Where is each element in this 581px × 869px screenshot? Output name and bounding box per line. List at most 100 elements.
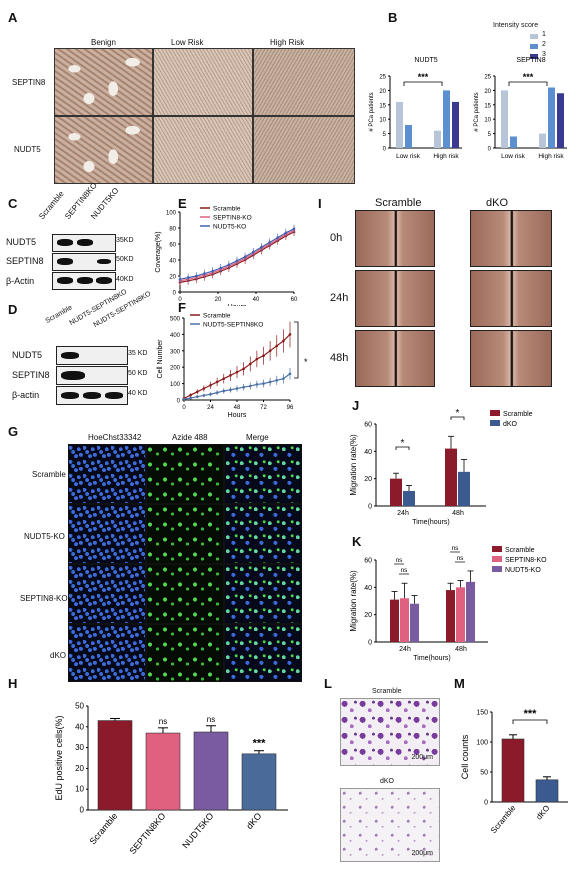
f-point <box>262 382 265 385</box>
row-g-nudt5ko: NUDT5-KO <box>24 532 65 541</box>
e-ytick-label: 40 <box>169 259 176 265</box>
e-ytick-label: 80 <box>169 227 176 233</box>
marker-d-1: 35 KD <box>128 350 148 357</box>
f-legend-label: NUDT5-SEPTIN8KO <box>203 322 263 329</box>
b1-bar <box>539 133 546 148</box>
e-point <box>235 259 239 263</box>
b1-sig-bracket <box>508 81 548 86</box>
k-ytick-label: 0 <box>368 640 372 647</box>
b0-bar <box>443 90 450 148</box>
band <box>105 392 123 399</box>
j-ytick-label: 20 <box>364 476 372 483</box>
f-point <box>189 396 192 400</box>
m-ylabel: Cell counts <box>460 734 470 779</box>
h-sig: ns <box>159 717 167 726</box>
e-legend-label: SEPTIN8-KO <box>213 215 252 222</box>
band <box>61 371 85 380</box>
row-g-septin8ko: SEPTIN8-KO <box>20 594 68 603</box>
h-bar <box>241 753 277 811</box>
j-sig: * <box>456 408 460 419</box>
row-d-actin: β-actin <box>12 390 40 400</box>
row-d-septin8: SEPTIN8 <box>12 370 50 380</box>
chart-b: NUDT5 0 5 10 15 20 25 # PCa patients Low risk Hig… <box>369 57 567 160</box>
k-ytick-label: 40 <box>364 585 372 592</box>
k-sig: ns <box>396 557 404 564</box>
e-xtick-label: 0 <box>178 297 182 303</box>
f-point <box>215 391 219 394</box>
f-point <box>282 377 285 380</box>
panel-label-a: A <box>8 10 18 25</box>
k-xtick-label: 24h <box>399 646 411 653</box>
panel-label-f: F <box>178 300 186 315</box>
k-bar <box>466 581 475 642</box>
marker-d-3: 40 KD <box>128 390 148 397</box>
k-ytick-label: 20 <box>364 612 372 619</box>
chart-f: 0 100 200 300 400 500 0 24 48 72 96 Hours Cell Numbe… <box>157 313 308 419</box>
f-point <box>242 385 245 389</box>
f-point <box>189 393 192 397</box>
band <box>77 277 93 284</box>
h-sig: *** <box>253 738 267 750</box>
e-point <box>178 277 182 281</box>
e-point <box>260 245 263 249</box>
b0-bar <box>452 101 459 148</box>
b1-bar <box>548 87 555 148</box>
f-point <box>275 379 279 382</box>
marker-c-2: 50KD <box>116 256 134 263</box>
b0-bar <box>396 101 403 148</box>
f-point <box>195 390 199 394</box>
k-bar <box>446 590 455 642</box>
f-point <box>268 349 272 353</box>
h-ytick-label: 0 <box>80 806 85 815</box>
panel-label-e: E <box>178 196 187 211</box>
f-point <box>255 383 259 386</box>
j-legend-swatch <box>490 410 500 416</box>
h-ytick-label: 30 <box>75 743 84 752</box>
band <box>97 259 111 264</box>
transwell-dko: 200μm <box>340 788 440 862</box>
k-xtick-label: 48h <box>455 646 467 653</box>
legend-swatch-1 <box>530 34 538 39</box>
b1-sig: *** <box>523 72 534 82</box>
f-xtick-label: 96 <box>287 405 294 411</box>
e-point <box>211 269 214 273</box>
f-point <box>248 362 252 366</box>
band <box>57 277 73 284</box>
band <box>57 258 73 265</box>
e-point <box>268 241 271 244</box>
f-point <box>209 392 212 396</box>
b0-ytick-label: 15 <box>379 103 386 109</box>
f-point <box>222 377 226 380</box>
e-point <box>251 250 255 254</box>
b1-ytick-label: 25 <box>484 75 491 81</box>
panel-label-b: B <box>388 10 398 25</box>
chart-k: 0 20 40 60 Migration rate(%) 24h 48h Time(hours… <box>349 545 547 662</box>
b1-ytick-label: 10 <box>484 118 491 124</box>
row-g-scramble: Scramble <box>32 470 66 479</box>
fl-merge-3 <box>224 564 302 624</box>
h-bar <box>145 732 181 811</box>
m-xtick-label: dKO <box>534 804 551 822</box>
f-ytick-label: 300 <box>170 349 181 355</box>
f-point <box>182 397 186 401</box>
transwell-scramble: 200μm <box>340 698 440 766</box>
label-l-scramble: Scramble <box>372 688 402 695</box>
e-legend-label: NUDT5-KO <box>213 224 246 231</box>
m-ytick-label: 50 <box>480 770 488 777</box>
j-legend-swatch <box>490 420 500 426</box>
b0-sig-bracket <box>403 81 443 86</box>
j-legend-label: Scramble <box>503 411 533 418</box>
fl-blue-2 <box>68 504 146 564</box>
j-legend-label: dKO <box>503 421 518 428</box>
b1-ytick-label: 0 <box>488 147 492 153</box>
b0-bar <box>405 124 412 148</box>
legend-label-2: 2 <box>542 41 546 48</box>
m-ytick-label: 0 <box>484 800 488 807</box>
b0-xtick-label: Low risk <box>396 153 421 160</box>
k-legend-swatch <box>492 566 502 572</box>
j-ytick-label: 40 <box>364 449 372 456</box>
j-bar <box>390 478 402 506</box>
f-point <box>235 387 239 390</box>
col-low-risk: Low Risk <box>171 38 204 47</box>
k-bar <box>400 598 409 642</box>
